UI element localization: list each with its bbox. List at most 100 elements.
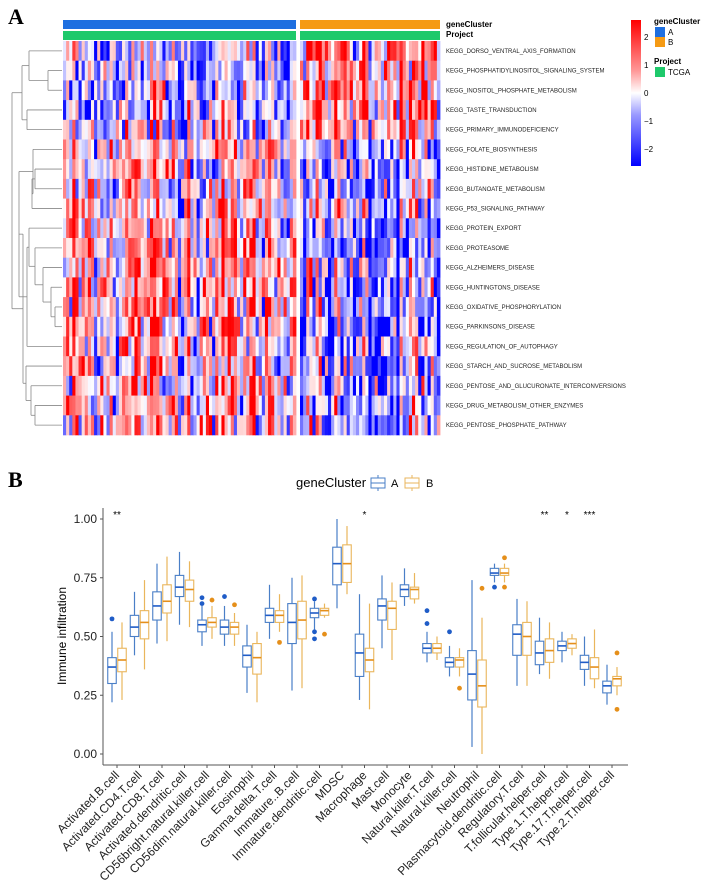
heatmap-cell bbox=[131, 297, 135, 318]
heatmap-cell bbox=[328, 297, 332, 318]
heatmap-cell bbox=[399, 100, 404, 121]
heatmap-cell bbox=[380, 316, 385, 337]
heatmap-cell bbox=[349, 257, 354, 278]
heatmap-cell bbox=[249, 139, 253, 160]
heatmap-cell bbox=[312, 198, 316, 219]
heatmap-cell bbox=[246, 316, 250, 337]
heatmap-cell bbox=[356, 198, 360, 219]
heatmap-cell bbox=[402, 41, 407, 61]
heatmap-cell bbox=[312, 356, 316, 377]
heatmap-cell bbox=[306, 178, 310, 199]
heatmap-cell bbox=[280, 100, 284, 121]
heatmap-cell bbox=[255, 139, 260, 160]
heatmap-cell bbox=[171, 356, 176, 377]
heatmap-cell bbox=[368, 198, 372, 219]
heatmap-cell bbox=[143, 60, 148, 81]
heatmap-cell bbox=[306, 277, 310, 298]
heatmap-cell bbox=[199, 41, 204, 61]
heatmap-cell bbox=[221, 356, 225, 377]
heatmap-cell bbox=[190, 41, 194, 61]
heatmap-cell bbox=[184, 159, 188, 180]
heatmap-cell bbox=[268, 395, 272, 416]
heatmap-cell bbox=[246, 159, 250, 180]
heatmap-cell bbox=[283, 80, 288, 101]
heatmap-cell bbox=[424, 257, 428, 278]
heatmap-cell bbox=[94, 356, 98, 377]
heatmap-cell bbox=[100, 159, 104, 180]
heatmap-cell bbox=[418, 119, 422, 140]
heatmap-cell bbox=[374, 238, 379, 258]
heatmap-cell bbox=[349, 395, 354, 416]
heatmap-cell bbox=[112, 41, 117, 61]
heatmap-cell bbox=[405, 159, 410, 180]
heatmap-cell bbox=[328, 100, 332, 121]
heatmap-cell bbox=[371, 41, 376, 61]
heatmap-cell bbox=[268, 297, 272, 318]
heatmap-cell bbox=[131, 119, 135, 140]
y-tick-label: 0.25 bbox=[74, 688, 98, 702]
heatmap-cell bbox=[362, 297, 366, 318]
heatmap-cell bbox=[418, 336, 422, 357]
heatmap-cell bbox=[134, 257, 138, 278]
heatmap-cell bbox=[168, 218, 173, 239]
heatmap-cell bbox=[125, 395, 129, 416]
heatmap-cell bbox=[109, 218, 114, 239]
heatmap-cell bbox=[212, 119, 216, 140]
heatmap-cell bbox=[227, 375, 232, 396]
heatmap-cell bbox=[255, 198, 260, 219]
heatmap-cell bbox=[174, 257, 179, 278]
heatmap-cell bbox=[202, 336, 207, 357]
heatmap-cell bbox=[75, 178, 79, 199]
heatmap-cell bbox=[343, 198, 348, 219]
heatmap-cell bbox=[300, 356, 304, 377]
heatmap-cell bbox=[433, 257, 438, 278]
heatmap-cell bbox=[271, 178, 275, 199]
heatmap-cell bbox=[300, 277, 304, 298]
heatmap-cell bbox=[128, 80, 132, 101]
heatmap-cell bbox=[349, 297, 354, 318]
heatmap-cell bbox=[221, 41, 225, 61]
heatmap-cell bbox=[72, 41, 76, 61]
heatmap-cell bbox=[193, 395, 197, 416]
heatmap-cell bbox=[134, 336, 138, 357]
heatmap-cell bbox=[243, 159, 247, 180]
heatmap-cell bbox=[264, 100, 269, 121]
heatmap-cell bbox=[171, 100, 176, 121]
heatmap-cell bbox=[131, 41, 135, 61]
box-body bbox=[354, 633, 365, 678]
heatmap-cell bbox=[377, 159, 382, 180]
heatmap-cell bbox=[243, 336, 247, 357]
heatmap-cell bbox=[159, 198, 163, 219]
heatmap-cell bbox=[81, 198, 86, 219]
heatmap-cell bbox=[277, 375, 281, 396]
significance-label: ** bbox=[113, 510, 121, 521]
heatmap-cell bbox=[359, 100, 363, 121]
heatmap-cell bbox=[118, 139, 123, 160]
heatmap-cell bbox=[374, 198, 379, 219]
heatmap-cell bbox=[156, 415, 160, 436]
box-a bbox=[287, 577, 297, 691]
heatmap-cell bbox=[374, 277, 379, 298]
heatmap-cell bbox=[349, 178, 354, 199]
heatmap-cell bbox=[75, 159, 79, 180]
heatmap-cell bbox=[66, 218, 70, 239]
heatmap-cell bbox=[90, 139, 95, 160]
heatmap-cell bbox=[177, 356, 182, 377]
heatmap-cell bbox=[168, 119, 173, 140]
heatmap-cell bbox=[218, 257, 222, 278]
heatmap-cell bbox=[156, 336, 160, 357]
heatmap-cell bbox=[115, 375, 120, 396]
heatmap-cell bbox=[236, 80, 241, 101]
heatmap-cell bbox=[412, 336, 416, 357]
heatmap-cell bbox=[421, 277, 425, 298]
heatmap-cell bbox=[430, 277, 435, 298]
heatmap-cell bbox=[433, 336, 438, 357]
heatmap-cell bbox=[359, 41, 363, 61]
heatmap-cell bbox=[106, 41, 110, 61]
heatmap-cell bbox=[106, 277, 110, 298]
heatmap-cell bbox=[252, 60, 257, 81]
heatmap-cell bbox=[328, 238, 332, 258]
heatmap-cell bbox=[258, 80, 263, 101]
heatmap-cell bbox=[168, 395, 173, 416]
heatmap-cell bbox=[205, 238, 210, 258]
